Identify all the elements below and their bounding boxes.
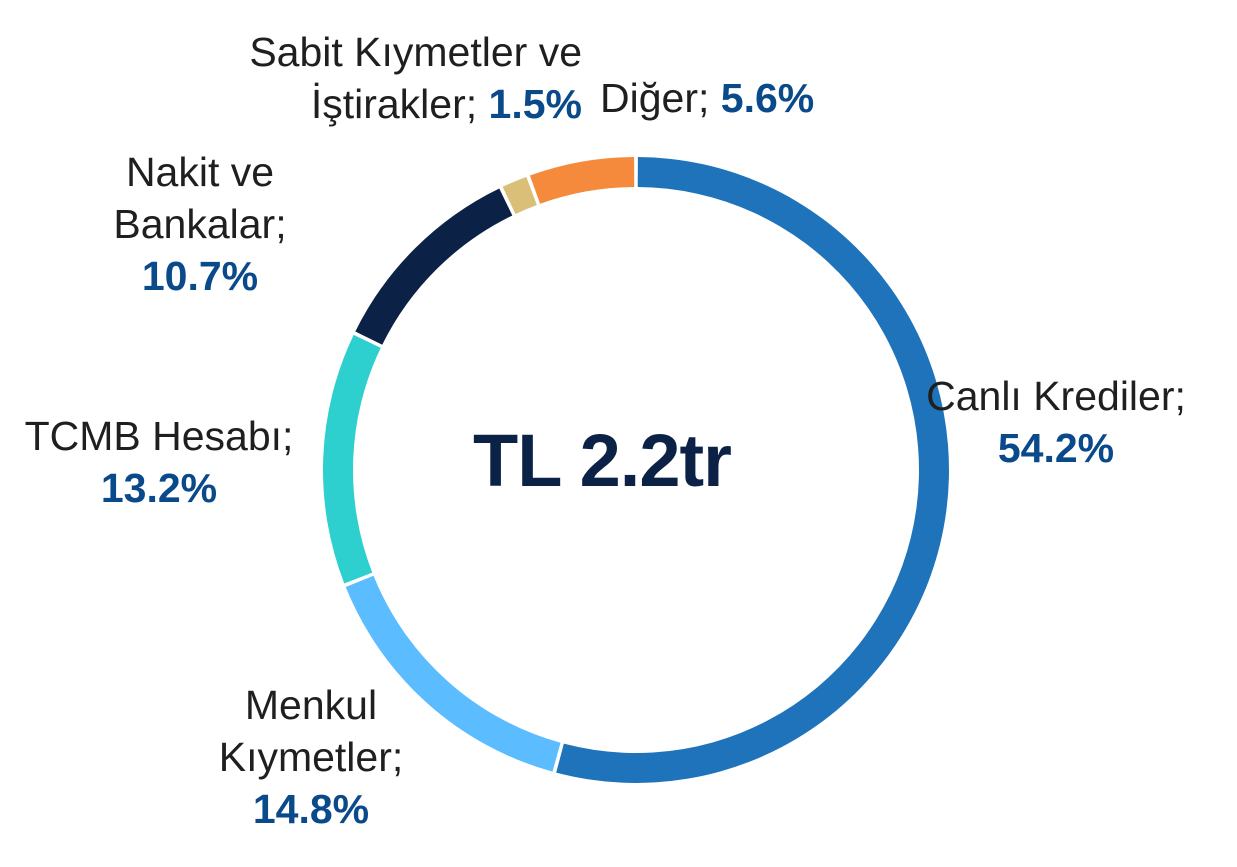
slice-tcmb-hesabi bbox=[322, 334, 381, 584]
label-canli-krediler-value: 54.2% bbox=[997, 425, 1115, 471]
slice-diger bbox=[529, 157, 635, 204]
slice-nakit-ve-bankalar bbox=[355, 188, 513, 345]
label-diger: Diğer; 5.6% bbox=[600, 72, 880, 124]
slice-menkul-kiymetler bbox=[345, 575, 561, 772]
label-tcmb-hesabi-name: TCMB Hesabı; bbox=[24, 413, 294, 459]
label-sabit-kiymetler-line-2: İştirakler; 1.5% bbox=[218, 78, 582, 130]
label-sabit-kiymetler-name-2: İştirakler; bbox=[310, 81, 478, 127]
label-nakit-ve-bankalar-name-2: Bankalar; bbox=[113, 201, 287, 247]
label-canli-krediler: Canlı Krediler; 54.2% bbox=[916, 370, 1196, 474]
label-canli-krediler-name: Canlı Krediler; bbox=[926, 373, 1186, 419]
label-diger-value: 5.6% bbox=[720, 75, 815, 121]
label-diger-name: Diğer; bbox=[600, 75, 710, 121]
label-menkul-kiymetler: Menkul Kıymetler; 14.8% bbox=[206, 679, 416, 835]
label-sabit-kiymetler: Sabit Kıymetler ve İştirakler; 1.5% bbox=[218, 26, 582, 130]
label-sabit-kiymetler-name-1: Sabit Kıymetler ve bbox=[249, 29, 582, 75]
label-tcmb-hesabi-value: 13.2% bbox=[100, 465, 218, 511]
label-menkul-kiymetler-name-1: Menkul bbox=[244, 682, 378, 728]
donut-slices bbox=[322, 157, 950, 784]
label-nakit-ve-bankalar: Nakit ve Bankalar; 10.7% bbox=[100, 146, 300, 302]
label-menkul-kiymetler-name-2: Kıymetler; bbox=[218, 734, 404, 780]
label-sabit-kiymetler-value: 1.5% bbox=[488, 81, 582, 127]
label-nakit-ve-bankalar-value: 10.7% bbox=[141, 253, 259, 299]
label-menkul-kiymetler-value: 14.8% bbox=[252, 786, 370, 832]
center-total-label: TL 2.2tr bbox=[473, 419, 732, 502]
slice-sabit-kiymetler-ve-istirakler bbox=[502, 176, 537, 214]
label-tcmb-hesabi: TCMB Hesabı; 13.2% bbox=[14, 410, 304, 514]
label-nakit-ve-bankalar-name-1: Nakit ve bbox=[125, 149, 275, 195]
